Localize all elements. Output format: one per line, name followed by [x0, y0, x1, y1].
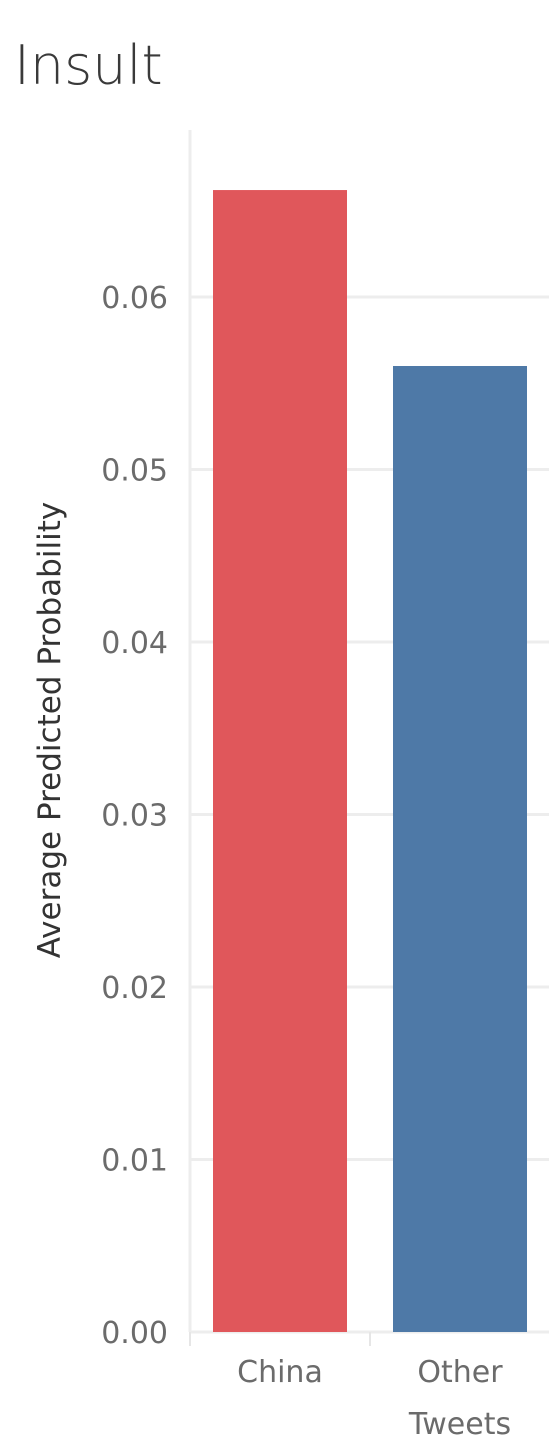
x-axis-ticks: China Other Tweets [189, 1332, 511, 1442]
y-tick-label: 0.01 [101, 1144, 168, 1179]
x-tick-label: China [237, 1355, 323, 1390]
x-tick-label: Other Tweets [408, 1355, 511, 1442]
y-axis-ticks: 0.00 0.01 0.02 0.03 0.04 0.05 0.06 [101, 281, 168, 1351]
y-tick-label: 0.03 [101, 799, 168, 834]
bars [213, 190, 527, 1332]
y-tick-label: 0.06 [101, 281, 168, 316]
y-axis-label: Average Predicted Probability [32, 502, 68, 958]
bar-china [213, 190, 347, 1332]
y-tick-label: 0.04 [101, 626, 168, 661]
chart-title: Insult [14, 34, 163, 97]
y-tick-label: 0.05 [101, 454, 168, 489]
y-tick-label: 0.00 [101, 1316, 168, 1351]
y-tick-label: 0.02 [101, 971, 168, 1006]
bar-other-tweets [393, 366, 527, 1332]
